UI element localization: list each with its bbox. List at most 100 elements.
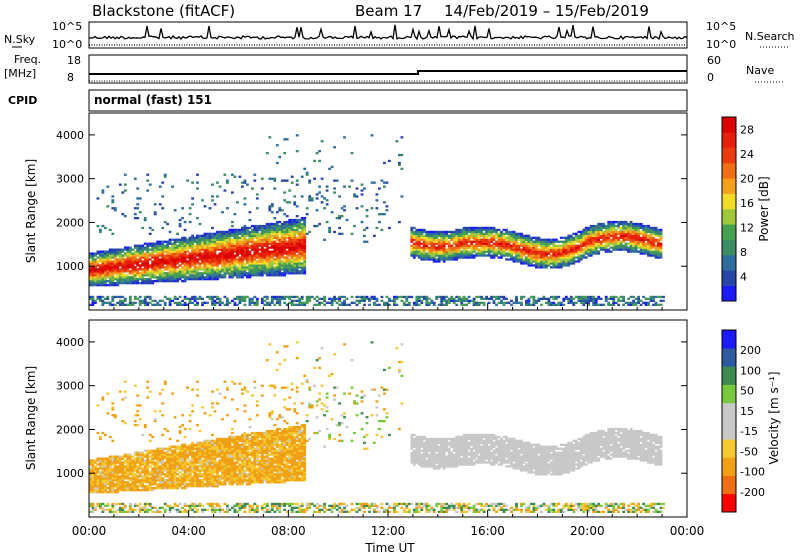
power-cell: [629, 240, 633, 243]
velocity-cell: [108, 475, 112, 478]
power-cell: [425, 232, 429, 235]
power-cell: [502, 252, 506, 255]
power-cell: [121, 254, 125, 257]
power-cell: [532, 240, 536, 243]
velocity-cell: [99, 437, 102, 441]
power-cell: [186, 256, 189, 259]
power-cell: [141, 274, 145, 277]
power-cell: [383, 185, 386, 188]
power-cell: [156, 254, 160, 257]
power-cell: [430, 246, 434, 249]
power-cell: [285, 232, 289, 235]
power-cell: [622, 303, 625, 306]
velocity-cell: [123, 487, 127, 490]
power-cell: [203, 205, 207, 208]
power-cell: [173, 242, 177, 245]
power-cell: [241, 244, 244, 247]
velocity-cell: [106, 461, 110, 464]
power-cell: [517, 232, 521, 235]
power-cell: [89, 276, 92, 279]
power-cell: [268, 205, 272, 208]
power-cell: [216, 232, 219, 235]
power-cell: [116, 278, 120, 281]
power-cell: [492, 242, 496, 245]
power-cell: [634, 228, 638, 232]
power-cell: [587, 244, 591, 247]
power-cell: [592, 238, 596, 241]
power-cell: [293, 238, 297, 241]
velocity-cell: [116, 465, 120, 468]
power-cell: [255, 270, 259, 273]
velocity-cell: [138, 506, 142, 509]
power-cell: [273, 246, 277, 249]
power-cell: [183, 250, 187, 253]
power-cell: [251, 297, 254, 300]
power-cell: [136, 272, 140, 275]
velocity-cell: [161, 461, 165, 464]
power-cell: [485, 240, 488, 243]
power-cell: [644, 228, 648, 232]
power-cell: [158, 250, 162, 253]
power-cell: [141, 256, 145, 259]
power-cell: [632, 230, 635, 234]
power-cell: [654, 295, 658, 299]
velocity-cell: [123, 469, 127, 472]
power-cell: [569, 242, 573, 245]
power-cell: [268, 209, 272, 212]
ytick-label: 3000: [56, 173, 84, 186]
power-cell: [94, 254, 97, 257]
power-cell: [156, 260, 160, 263]
power-cell: [639, 226, 643, 230]
power-cell: [171, 258, 174, 261]
power-cell: [265, 246, 269, 249]
power-cell: [445, 250, 449, 253]
power-cell: [186, 242, 189, 245]
power-cell: [300, 195, 304, 198]
power-cell: [532, 295, 536, 299]
velocity-cell: [136, 394, 140, 397]
power-cell: [639, 248, 643, 251]
power-cell: [233, 246, 237, 249]
power-cell: [270, 228, 274, 232]
power-cell: [587, 252, 591, 255]
power-cell: [186, 270, 189, 273]
power-cell: [353, 193, 356, 196]
power-cell: [564, 262, 568, 265]
power-cell: [303, 266, 307, 269]
power-cell: [116, 252, 120, 255]
power-cell: [445, 238, 449, 241]
power-cell: [173, 280, 177, 283]
power-cell: [422, 297, 426, 300]
velocity-cell: [104, 475, 107, 478]
power-cell: [201, 236, 204, 239]
power-cell: [196, 252, 199, 255]
power-cell: [520, 242, 523, 245]
power-cell: [410, 246, 414, 249]
power-cell: [260, 268, 264, 271]
power-cell: [624, 228, 628, 232]
power-cell: [295, 238, 299, 241]
power-cell: [420, 236, 424, 239]
power-cell: [415, 299, 419, 302]
power-cell: [146, 262, 150, 265]
power-cell: [278, 256, 282, 259]
power-cell: [609, 234, 613, 237]
power-cell: [540, 297, 543, 300]
power-cell: [562, 248, 566, 251]
power-cell: [632, 246, 635, 249]
velocity-cell: [113, 475, 117, 478]
power-cell: [589, 226, 593, 230]
velocity-cell: [101, 471, 105, 474]
velocity-cell: [153, 455, 157, 458]
velocity-cell: [141, 459, 145, 462]
power-cell: [201, 256, 204, 259]
power-cell: [435, 260, 439, 263]
power-cell: [233, 244, 237, 247]
power-cell: [243, 242, 247, 245]
velocity-cell: [121, 467, 125, 470]
velocity-cell: [89, 489, 92, 492]
power-cell: [522, 242, 526, 245]
power-cell: [373, 234, 376, 237]
power-cell: [198, 262, 202, 265]
